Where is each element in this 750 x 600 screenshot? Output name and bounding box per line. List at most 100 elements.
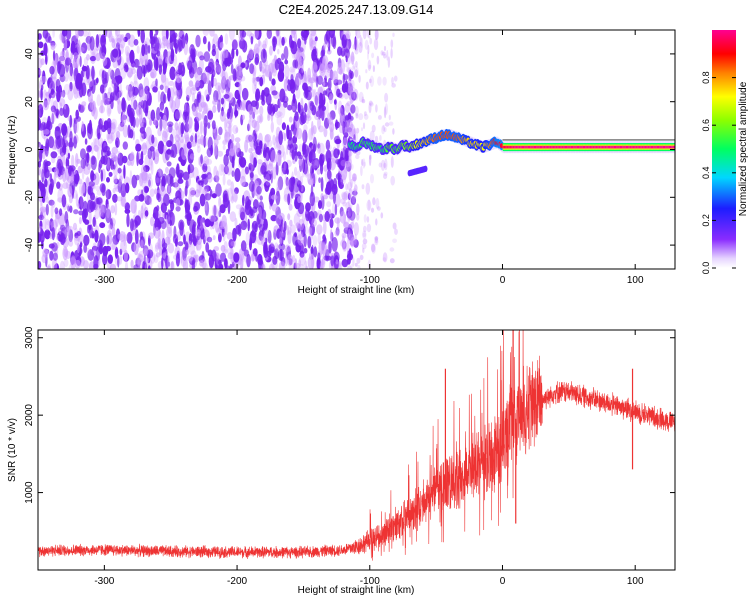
noise-blob: [362, 247, 365, 253]
noise-blob: [334, 138, 342, 145]
noise-blob: [233, 190, 238, 203]
noise-blob: [348, 233, 355, 243]
noise-blob: [160, 102, 165, 112]
noise-blob: [383, 106, 387, 119]
noise-blob: [300, 30, 304, 37]
noise-blob: [143, 77, 150, 91]
noise-blob: [356, 127, 360, 134]
noise-blob: [107, 229, 112, 238]
noise-blob: [135, 104, 142, 116]
noise-blob: [226, 187, 234, 202]
noise-blob: [41, 168, 45, 183]
noise-blob: [294, 150, 298, 162]
noise-blob: [253, 108, 259, 115]
noise-blob: [133, 241, 139, 256]
signal-cell: [574, 145, 577, 149]
noise-blob: [248, 119, 252, 131]
noise-blob: [87, 30, 91, 40]
noise-blob: [240, 62, 246, 69]
noise-blob: [248, 109, 252, 120]
noise-blob: [341, 83, 347, 93]
noise-blob: [329, 229, 333, 242]
noise-blob: [266, 30, 272, 40]
noise-blob: [159, 186, 167, 197]
noise-blob: [261, 162, 267, 175]
noise-blob: [383, 173, 388, 180]
noise-blob: [174, 95, 181, 110]
colorbar-tick-label: 0.0: [701, 262, 711, 275]
noise-blob: [62, 182, 69, 190]
noise-blob: [234, 168, 241, 182]
signal-cell: [502, 145, 505, 149]
noise-blob: [235, 64, 241, 78]
noise-blob: [276, 111, 283, 117]
noise-blob: [148, 265, 151, 269]
noise-blob: [277, 249, 285, 262]
noise-blob: [44, 178, 48, 188]
noise-blob: [184, 102, 189, 114]
noise-blob: [62, 170, 67, 183]
signal-cell: [591, 145, 594, 149]
noise-blob: [218, 259, 222, 266]
noise-blob: [162, 37, 169, 47]
noise-blob: [224, 117, 227, 132]
noise-blob: [348, 188, 353, 200]
noise-blob: [121, 113, 127, 125]
noise-blob: [119, 82, 122, 94]
noise-blob: [137, 30, 141, 37]
noise-blob: [272, 42, 276, 52]
noise-blob: [136, 151, 139, 167]
noise-blob: [174, 134, 180, 143]
noise-blob: [352, 44, 356, 50]
signal-cell: [605, 145, 608, 149]
noise-blob: [309, 252, 313, 261]
noise-blob: [240, 240, 247, 252]
signal-cell: [587, 145, 590, 149]
noise-blob: [140, 88, 145, 97]
noise-blob: [62, 30, 68, 37]
noise-blob: [194, 98, 198, 108]
noise-blob: [249, 172, 254, 179]
noise-blob: [38, 51, 42, 59]
noise-blob: [148, 173, 152, 180]
noise-blob: [175, 125, 180, 139]
noise-blob: [220, 51, 226, 62]
noise-blob: [254, 30, 259, 40]
noise-blob: [157, 140, 165, 154]
signal-cell: [612, 145, 615, 149]
noise-blob: [344, 102, 351, 113]
noise-blob: [313, 196, 320, 203]
noise-blob: [116, 130, 121, 139]
noise-blob: [213, 204, 217, 217]
noise-blob: [130, 259, 134, 269]
noise-blob: [126, 213, 130, 228]
noise-blob: [65, 250, 71, 260]
noise-blob: [229, 263, 233, 269]
noise-blob: [390, 175, 396, 186]
noise-blob: [326, 102, 329, 117]
noise-blob: [195, 34, 201, 48]
noise-blob: [221, 69, 226, 84]
noise-blob: [95, 34, 100, 48]
noise-blob: [203, 51, 211, 62]
noise-blob: [227, 252, 234, 260]
noise-blob: [191, 49, 196, 63]
signal-cell: [513, 145, 516, 149]
noise-blob: [113, 175, 118, 184]
noise-blob: [323, 42, 326, 50]
signal-cell: [507, 145, 510, 149]
noise-blob: [278, 212, 285, 220]
noise-blob: [222, 60, 227, 72]
noise-blob: [108, 224, 112, 230]
noise-blob: [231, 261, 235, 268]
noise-blob: [326, 160, 330, 170]
signal-cell: [610, 145, 613, 149]
noise-blob: [195, 254, 199, 263]
noise-blob: [312, 125, 317, 135]
noise-blob: [56, 88, 61, 103]
noise-blob: [317, 232, 321, 245]
noise-blob: [283, 161, 287, 171]
noise-blob: [51, 200, 56, 209]
noise-blob: [241, 114, 245, 121]
